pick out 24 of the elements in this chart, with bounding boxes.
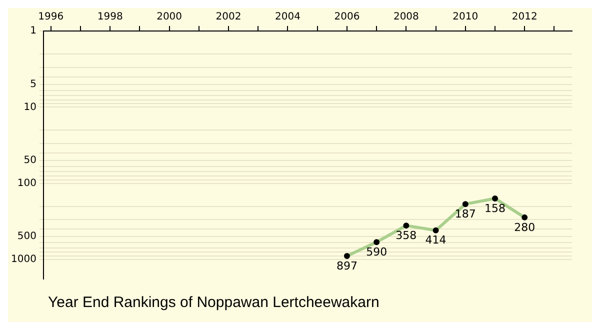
- x-tick-label: 2002: [216, 12, 242, 23]
- y-tick-label: 5: [30, 78, 36, 90]
- x-tick-label: 1998: [97, 12, 123, 23]
- y-tick-label: 10: [24, 102, 36, 113]
- data-label: 358: [396, 228, 417, 242]
- x-tick-label: 2008: [393, 12, 419, 23]
- data-label: 897: [336, 259, 358, 272]
- x-tick-label: 2000: [156, 12, 182, 23]
- y-tick-label: 500: [17, 231, 36, 242]
- y-tick-label: 50: [24, 155, 36, 166]
- y-tick-label: 1: [30, 26, 36, 37]
- data-label: 187: [454, 207, 476, 220]
- x-tick-label: 2012: [512, 12, 538, 23]
- y-tick-label: 100: [17, 178, 36, 189]
- x-tick-label: 2010: [452, 12, 478, 23]
- x-tick-label: 2004: [275, 12, 300, 23]
- data-label: 590: [366, 245, 388, 258]
- data-label: 158: [484, 202, 506, 215]
- x-tick-label: 1996: [38, 12, 64, 23]
- text: Year End Rankings of Noppawan Lertcheewakarn: [48, 294, 380, 311]
- x-tick-label: 2006: [334, 12, 360, 23]
- data-label: 414: [425, 234, 446, 247]
- data-label: 280: [514, 220, 536, 234]
- y-tick-label: 1000: [10, 254, 36, 266]
